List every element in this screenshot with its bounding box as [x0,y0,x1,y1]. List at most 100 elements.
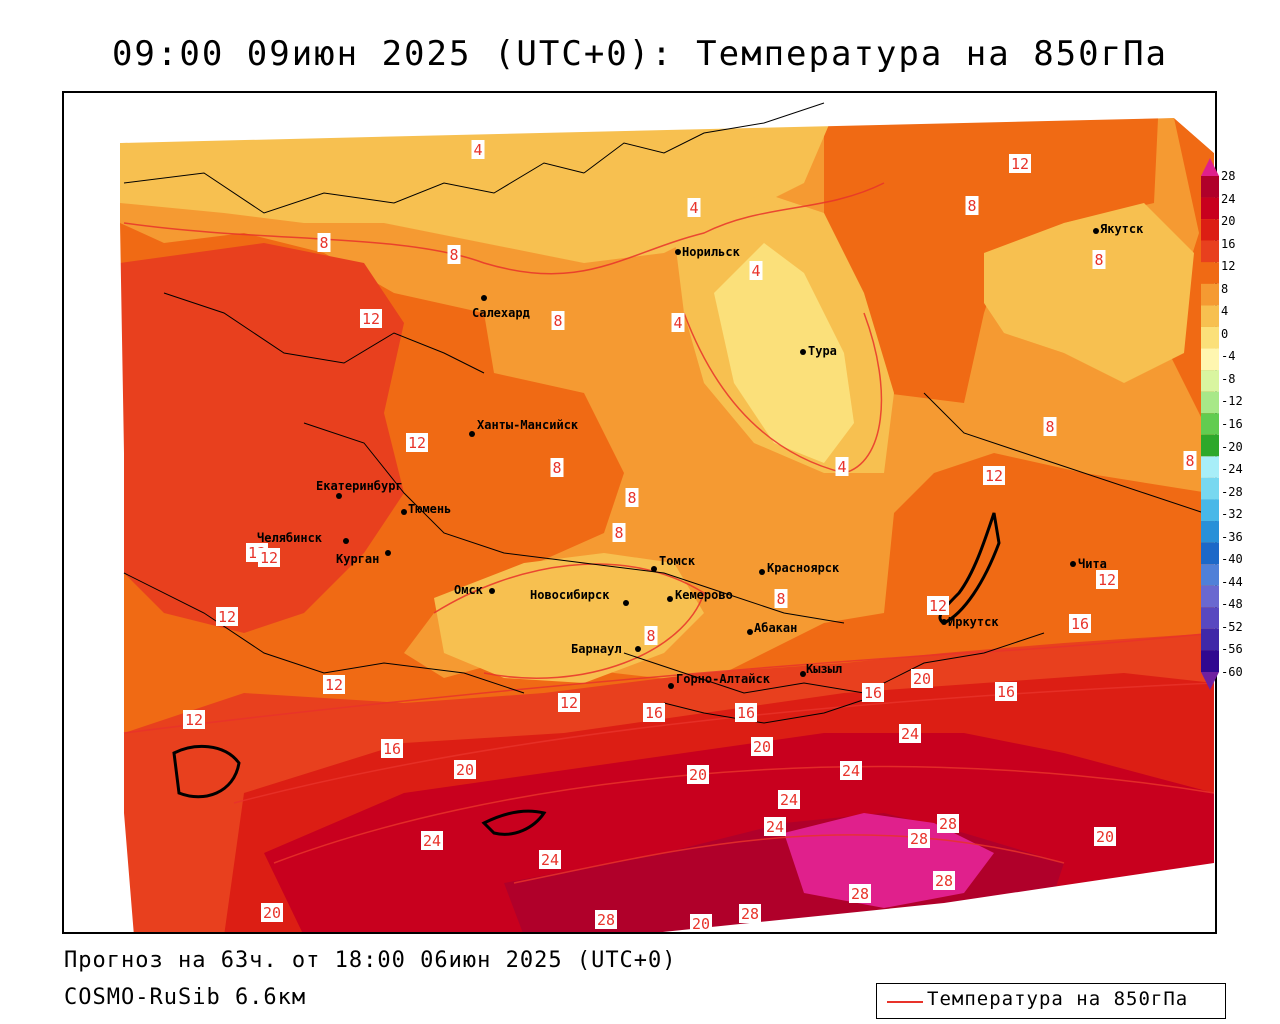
scale-tick-label: -20 [1221,439,1243,454]
isoline-value-label: 8 [612,523,626,542]
svg-text:16: 16 [383,740,401,758]
svg-text:4: 4 [689,199,698,217]
city-label-krasnoyarsk: Красноярск [767,561,840,575]
isoline-value-label: 4 [687,198,701,217]
svg-text:8: 8 [1185,452,1194,470]
svg-text:12: 12 [929,597,947,615]
svg-text:24: 24 [842,762,860,780]
isoline-value-label: 12 [183,710,205,729]
svg-text:8: 8 [319,234,328,252]
svg-text:20: 20 [692,915,710,933]
isoline-value-label: 20 [751,737,773,756]
outside-domain-bottom-right [662,863,1215,932]
isoline-value-label: 12 [558,693,580,712]
legend: Температура на 850гПа [876,983,1226,1019]
map-title: 09:00 09июн 2025 (UTC+0): Температура на… [111,34,1169,74]
map-canvas: Норильск Якутск Салехард Тура Ханты-Манс… [64,93,1215,933]
scale-tick-label: -48 [1221,597,1243,612]
scale-tick-label: 16 [1221,236,1236,251]
scale-tick-label: -60 [1221,665,1243,679]
svg-text:12: 12 [560,694,578,712]
isoline-value-label: 20 [687,765,709,784]
svg-text:28: 28 [741,905,759,923]
svg-text:4: 4 [673,314,682,332]
isoline-value-label: 8 [550,458,564,477]
isoline-value-label: 8 [551,311,565,330]
scale-swatch [1201,305,1219,327]
svg-text:20: 20 [753,738,771,756]
scale-tick-label: 20 [1221,214,1236,229]
city-markers [336,228,1099,689]
city-label-chita: Чита [1078,557,1107,571]
svg-text:28: 28 [597,911,615,929]
isoline-value-label: 24 [421,831,443,850]
isoline-value-label: 28 [937,814,959,833]
isolines [123,182,1215,884]
isoline-value-label: 16 [1069,614,1091,633]
isoline-value-label: 16 [735,703,757,722]
isoline-value-label: 20 [690,914,712,933]
scale-swatch [1201,585,1219,608]
svg-text:16: 16 [1071,615,1089,633]
city-label-tyumen: Тюмень [408,502,451,516]
svg-text:24: 24 [541,851,559,869]
svg-text:8: 8 [776,590,785,608]
model-info: COSMO-RuSib 6.6км [64,985,307,1010]
scale-tick-label: -32 [1221,507,1243,522]
city-label-kurgan: Курган [336,552,379,566]
isoline-labels: 4444488888888888812121212121212121212121… [183,140,1197,933]
isoline-value-label: 8 [1183,451,1197,470]
svg-text:16: 16 [997,683,1015,701]
svg-text:28: 28 [910,830,928,848]
city-label-norilsk: Норильск [682,245,741,259]
isoline-value-label: 12 [1009,154,1031,173]
city-label-omsk: Омск [454,583,484,597]
zone-0-tura [714,243,854,463]
isoline-value-label: 20 [911,669,933,688]
borders [123,102,1205,724]
scale-swatch [1201,348,1219,371]
svg-text:24: 24 [780,791,798,809]
scale-tick-label: -56 [1221,642,1243,657]
svg-text:20: 20 [689,766,707,784]
svg-text:12: 12 [185,711,203,729]
isoline-value-label: 8 [317,233,331,252]
city-label-tomsk: Томск [659,554,696,568]
svg-text:20: 20 [913,670,931,688]
scale-swatch [1201,176,1219,198]
svg-text:12: 12 [1011,155,1029,173]
city-label-irkutsk: Иркутск [948,615,999,629]
city-label-chelyabinsk: Челябинск [257,531,323,545]
svg-text:28: 28 [851,885,869,903]
scale-swatch [1201,219,1219,241]
scale-swatch [1201,326,1219,349]
scale-tick-label: -28 [1221,484,1243,499]
svg-text:8: 8 [646,627,655,645]
scale-swatch [1201,370,1219,392]
scale-tick-label: 24 [1221,191,1236,206]
svg-text:12: 12 [1098,571,1116,589]
scale-swatch [1201,542,1219,565]
scale-swatch [1201,456,1219,478]
svg-text:20: 20 [1096,828,1114,846]
scale-swatch [1201,628,1219,651]
isoline-value-label: 28 [739,904,761,923]
zone-12-west [120,243,404,633]
city-label-ekaterinburg: Екатеринбург [316,479,403,493]
svg-text:20: 20 [263,904,281,922]
city-label-yakutsk: Якутск [1100,222,1144,236]
scale-tick-label: -8 [1221,371,1236,386]
svg-text:12: 12 [408,434,426,452]
isoline-value-label: 8 [965,196,979,215]
outside-domain-left [64,93,134,932]
scale-swatch [1201,477,1219,500]
temperature-map[interactable]: Норильск Якутск Салехард Тура Ханты-Манс… [62,91,1217,934]
scale-swatch [1201,499,1219,522]
isoline-value-label: 12 [1096,570,1118,589]
scale-swatch [1201,650,1219,672]
isoline-value-label: 28 [908,829,930,848]
svg-text:24: 24 [766,818,784,836]
svg-text:12: 12 [985,467,1003,485]
scale-swatch [1201,262,1219,284]
scale-tick-label: -36 [1221,529,1243,544]
